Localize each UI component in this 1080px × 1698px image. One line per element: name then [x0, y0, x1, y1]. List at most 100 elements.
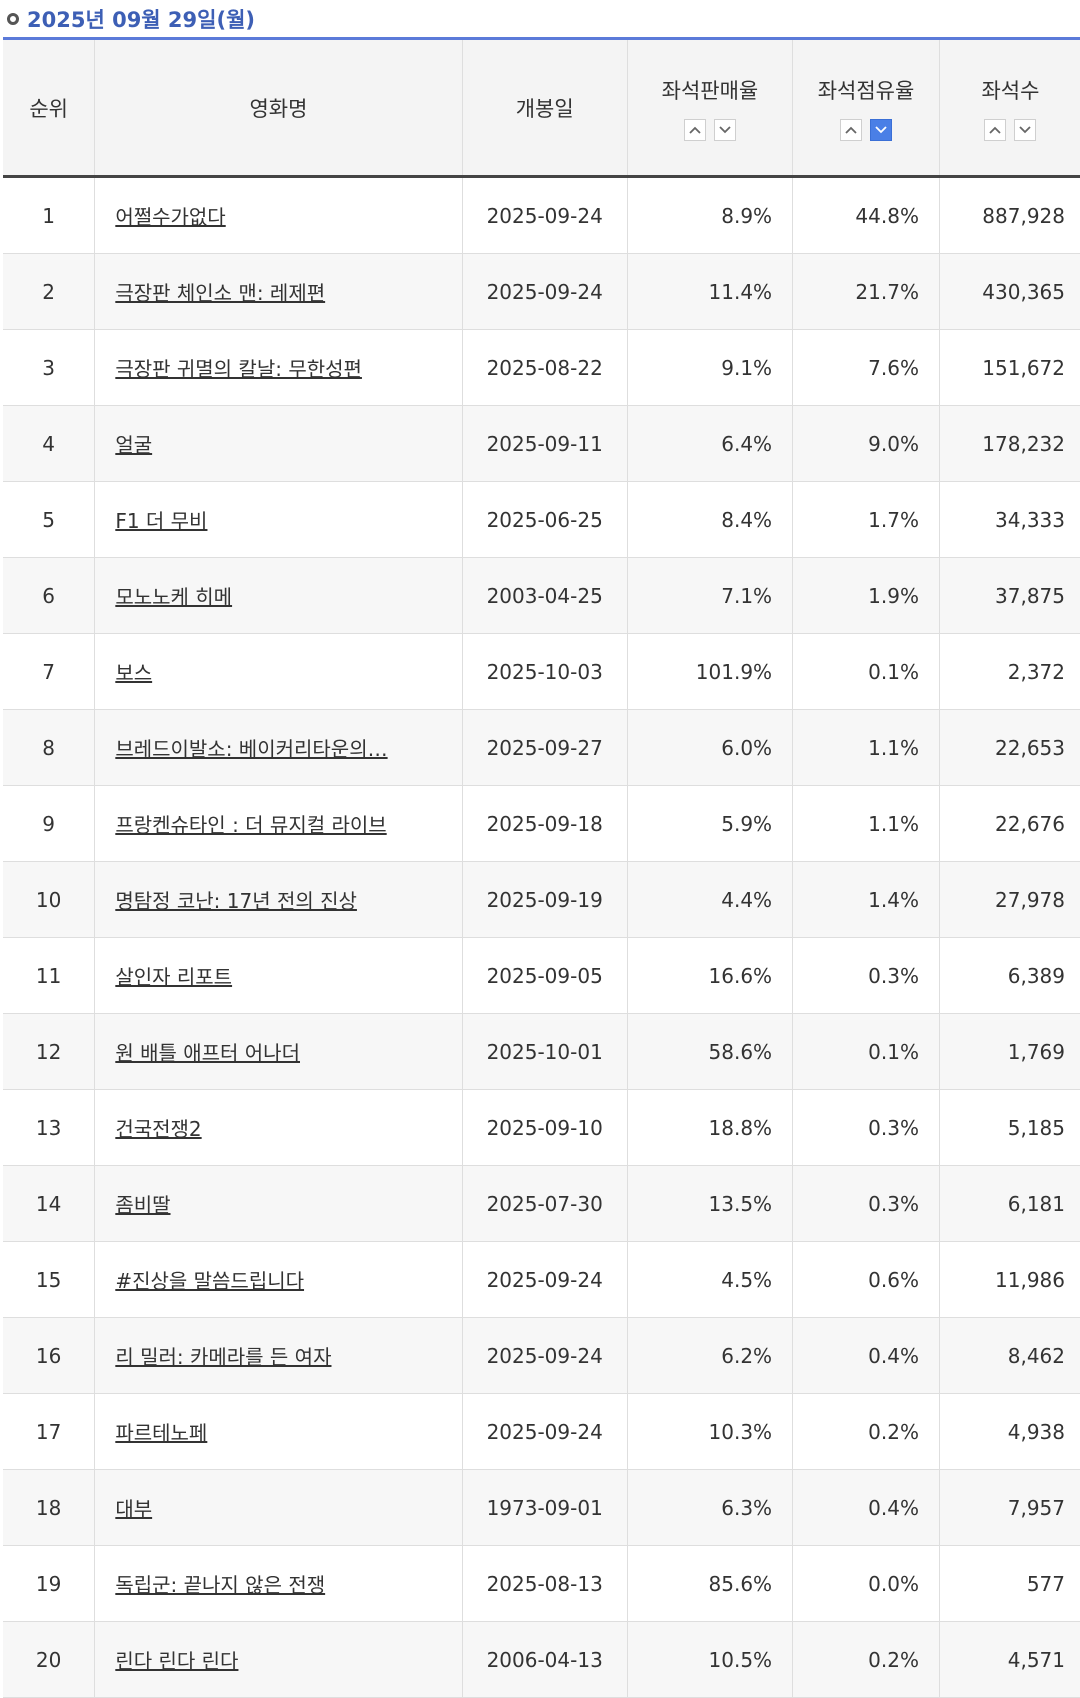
release-date-cell: 2025-09-18 — [462, 785, 628, 862]
table-row: 10 명탐정 코난: 17년 전의 진상 2025-09-19 4.4% 1.4% 27,… — [3, 861, 1080, 938]
movie-title-link[interactable]: 독립군: 끝나지 않은 전쟁 — [115, 1573, 326, 1597]
movie-title-link[interactable]: 살인자 리포트 — [115, 965, 233, 989]
seat-share-cell: 0.1% — [792, 633, 940, 710]
rank-cell: 11 — [3, 937, 96, 1014]
table-row: 11 살인자 리포트 2025-09-05 16.6% 0.3% 6,389 — [3, 937, 1080, 1014]
chevron-down-icon — [719, 125, 731, 133]
seats-cell: 5,185 — [939, 1089, 1080, 1166]
rank-cell: 19 — [3, 1545, 96, 1622]
seats-sort-asc-button[interactable] — [984, 118, 1007, 141]
rank-cell: 14 — [3, 1165, 96, 1242]
date-header: 2025년 09월 29일(월) — [3, 0, 1080, 40]
title-cell: #진상을 말씀드립니다 — [94, 1241, 463, 1318]
movie-title-link[interactable]: 린다 린다 린다 — [115, 1649, 239, 1673]
seat-share-sort-desc-button[interactable] — [870, 118, 892, 141]
header-seats-label: 좌석수 — [981, 78, 1040, 103]
table-row: 1 어쩔수가없다 2025-09-24 8.9% 44.8% 887,928 — [3, 176, 1080, 254]
seat-share-sort-asc-button[interactable] — [840, 118, 862, 141]
movie-title-link[interactable]: 극장판 귀멸의 칼날: 무한성편 — [115, 357, 362, 381]
seat-share-cell: 21.7% — [792, 253, 940, 330]
sales-rate-cell: 101.9% — [627, 633, 794, 710]
seat-share-cell: 0.4% — [792, 1317, 940, 1394]
seats-sort-desc-button[interactable] — [1014, 118, 1037, 141]
movie-title-link[interactable]: F1 더 무비 — [115, 509, 208, 533]
sales-rate-sort-desc-button[interactable] — [713, 118, 736, 141]
circle-bullet-icon — [7, 12, 19, 25]
movie-title-link[interactable]: 얼굴 — [115, 433, 153, 457]
table-row: 18 대부 1973-09-01 6.3% 0.4% 7,957 — [3, 1469, 1080, 1546]
movie-title-link[interactable]: 건국전쟁2 — [115, 1117, 202, 1141]
table-row: 15 #진상을 말씀드립니다 2025-09-24 4.5% 0.6% 11,986 — [3, 1241, 1080, 1318]
release-date-cell: 2025-10-01 — [462, 1013, 628, 1090]
seat-share-cell: 0.4% — [792, 1469, 940, 1546]
seat-share-cell: 1.1% — [792, 709, 940, 786]
sales-rate-sort — [628, 118, 792, 141]
title-cell: 어쩔수가없다 — [94, 176, 463, 254]
table-row: 4 얼굴 2025-09-11 6.4% 9.0% 178,232 — [3, 405, 1080, 482]
movie-title-link[interactable]: 극장판 체인소 맨: 레제편 — [115, 281, 326, 305]
title-cell: 독립군: 끝나지 않은 전쟁 — [94, 1545, 463, 1622]
release-date-cell: 2025-09-11 — [462, 405, 628, 482]
seats-cell: 887,928 — [939, 176, 1080, 254]
chevron-down-icon — [1019, 125, 1032, 133]
title-cell: 모노노케 히메 — [94, 557, 463, 634]
title-cell: 극장판 귀멸의 칼날: 무한성편 — [94, 329, 463, 406]
movie-title-link[interactable]: #진상을 말씀드립니다 — [115, 1269, 305, 1293]
seat-share-cell: 0.0% — [792, 1545, 940, 1622]
table-row: 7 보스 2025-10-03 101.9% 0.1% 2,372 — [3, 633, 1080, 710]
seats-cell: 22,653 — [939, 709, 1080, 786]
release-date-cell: 1973-09-01 — [462, 1469, 628, 1546]
movie-title-link[interactable]: 대부 — [115, 1497, 153, 1521]
seat-share-cell: 0.2% — [792, 1393, 940, 1470]
movie-title-link[interactable]: 프랑켄슈타인 : 더 뮤지컬 라이브 — [115, 813, 387, 837]
movie-title-link[interactable]: 좀비딸 — [115, 1193, 171, 1217]
release-date-cell: 2025-07-30 — [462, 1165, 628, 1242]
movie-title-link[interactable]: 어쩔수가없다 — [115, 205, 226, 229]
release-date-cell: 2025-09-24 — [462, 1317, 628, 1394]
date-label: 2025년 09월 29일(월) — [27, 7, 255, 32]
seats-cell: 22,676 — [939, 785, 1080, 862]
movie-title-link[interactable]: 파르테노페 — [115, 1421, 208, 1445]
rank-cell: 16 — [3, 1317, 96, 1394]
movie-title-link[interactable]: 리 밀러: 카메라를 든 여자 — [115, 1345, 332, 1369]
rank-cell: 9 — [3, 785, 96, 862]
header-release: 개봉일 — [462, 40, 628, 178]
sales-rate-cell: 6.3% — [627, 1469, 794, 1546]
movie-title-link[interactable]: 명탐정 코난: 17년 전의 진상 — [115, 889, 357, 913]
movie-title-link[interactable]: 보스 — [115, 661, 153, 685]
rank-cell: 17 — [3, 1393, 96, 1470]
release-date-cell: 2025-09-24 — [462, 1241, 628, 1318]
release-date-cell: 2025-09-24 — [462, 1393, 628, 1470]
sales-rate-sort-asc-button[interactable] — [683, 118, 706, 141]
table-row: 13 건국전쟁2 2025-09-10 18.8% 0.3% 5,185 — [3, 1089, 1080, 1166]
table-row: 12 원 배틀 애프터 어나더 2025-10-01 58.6% 0.1% 1,769 — [3, 1013, 1080, 1090]
sales-rate-cell: 10.3% — [627, 1393, 794, 1470]
chevron-down-icon — [875, 125, 887, 133]
rank-cell: 13 — [3, 1089, 96, 1166]
seats-cell: 7,957 — [939, 1469, 1080, 1546]
seats-cell: 1,769 — [939, 1013, 1080, 1090]
table-row: 5 F1 더 무비 2025-06-25 8.4% 1.7% 34,333 — [3, 481, 1080, 558]
title-cell: 건국전쟁2 — [94, 1089, 463, 1166]
seat-share-cell: 1.4% — [792, 861, 940, 938]
movie-title-link[interactable]: 모노노케 히메 — [115, 585, 233, 609]
title-cell: 브레드이발소: 베이커리타운의… — [94, 709, 463, 786]
seat-share-cell: 1.7% — [792, 481, 940, 558]
release-date-cell: 2025-10-03 — [462, 633, 628, 710]
rank-cell: 20 — [3, 1621, 96, 1698]
rank-cell: 10 — [3, 861, 96, 938]
sales-rate-cell: 4.5% — [627, 1241, 794, 1318]
sales-rate-cell: 85.6% — [627, 1545, 794, 1622]
seats-cell: 27,978 — [939, 861, 1080, 938]
seats-cell: 151,672 — [939, 329, 1080, 406]
chevron-up-icon — [845, 126, 857, 134]
header-title: 영화명 — [94, 40, 463, 178]
movie-title-link[interactable]: 브레드이발소: 베이커리타운의… — [115, 737, 388, 761]
sales-rate-cell: 8.9% — [627, 176, 794, 254]
release-date-cell: 2025-09-24 — [462, 253, 628, 330]
header-sales-rate: 좌석판매율 — [627, 40, 794, 178]
movie-title-link[interactable]: 원 배틀 애프터 어나더 — [115, 1041, 300, 1065]
seat-share-cell: 0.6% — [792, 1241, 940, 1318]
rank-cell: 2 — [3, 253, 96, 330]
sales-rate-cell: 6.2% — [627, 1317, 794, 1394]
